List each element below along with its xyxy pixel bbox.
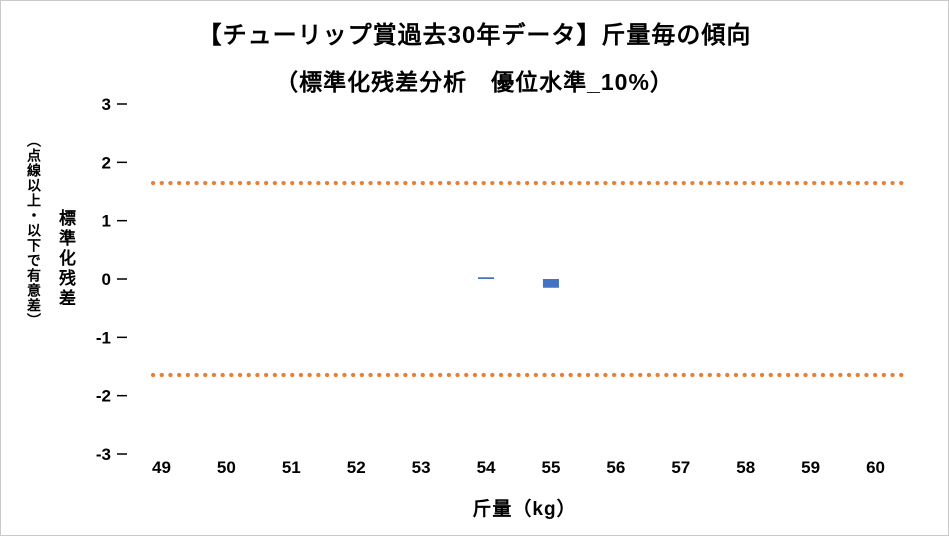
y-tick-label: 1	[102, 212, 111, 231]
y-tick-label: 2	[102, 153, 111, 172]
y-tick-label: 0	[102, 270, 111, 289]
x-tick-label: 58	[736, 458, 755, 477]
x-tick-label: 53	[412, 458, 431, 477]
y-axis-label-sub: （点線以上・以下で有意差）	[26, 133, 42, 328]
bar	[542, 279, 559, 288]
x-tick-label: 52	[347, 458, 366, 477]
x-axis-label: 斤量（kg）	[472, 499, 577, 520]
x-tick-label: 54	[477, 458, 496, 477]
chart-title-line1: 【チューリップ賞過去30年データ】斤量毎の傾向	[197, 22, 752, 49]
bar	[478, 277, 495, 279]
y-tick-label: -3	[96, 445, 111, 464]
x-tick-label: 60	[866, 458, 885, 477]
y-tick-label: -1	[96, 328, 111, 347]
x-tick-label: 51	[282, 458, 301, 477]
y-tick-label: -2	[96, 387, 111, 406]
x-tick-label: 55	[541, 458, 560, 477]
y-tick-label: 3	[102, 95, 111, 114]
x-tick-label: 57	[671, 458, 690, 477]
x-tick-label: 49	[152, 458, 171, 477]
x-tick-label: 56	[606, 458, 625, 477]
x-tick-label: 59	[801, 458, 820, 477]
chart-title-line2: （標準化残差分析 優位水準_10%）	[275, 69, 674, 95]
x-tick-label: 50	[217, 458, 236, 477]
y-axis-label-main: 標準化残差	[56, 209, 75, 309]
